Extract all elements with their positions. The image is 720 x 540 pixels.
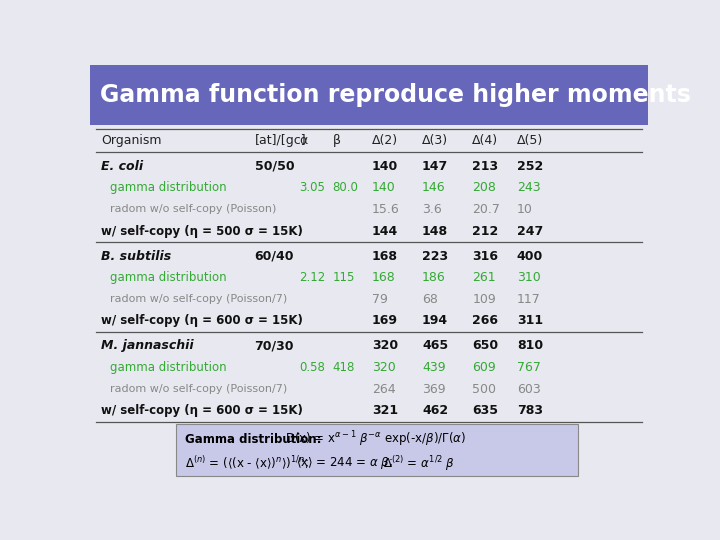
Text: M. jannaschii: M. jannaschii [101,339,194,353]
Text: w/ self-copy (η = 600 σ = 15K): w/ self-copy (η = 600 σ = 15K) [101,314,303,327]
Text: 465: 465 [422,339,448,353]
Text: gamma distribution: gamma distribution [109,361,226,374]
Text: 168: 168 [372,249,397,262]
Text: 144: 144 [372,225,398,238]
Text: 3.05: 3.05 [300,181,325,194]
Text: 140: 140 [372,160,398,173]
Text: 418: 418 [333,361,355,374]
Text: 2.12: 2.12 [300,271,325,284]
Text: 810: 810 [517,339,543,353]
Text: 264: 264 [372,383,395,396]
Text: 146: 146 [422,181,446,194]
Text: 169: 169 [372,314,397,327]
Text: 767: 767 [517,361,541,374]
Text: β: β [333,134,341,147]
Text: radom w/o self-copy (Poisson/7): radom w/o self-copy (Poisson/7) [109,384,287,394]
Text: B. subtilis: B. subtilis [101,249,171,262]
Text: 500: 500 [472,383,496,396]
Text: 400: 400 [517,249,543,262]
Text: Δ(2): Δ(2) [372,134,398,147]
Text: 60/40: 60/40 [255,249,294,262]
Text: 10: 10 [517,203,533,216]
Text: Δ(5): Δ(5) [517,134,543,147]
Text: E. coli: E. coli [101,160,143,173]
Text: Gamma function reproduce higher moments: Gamma function reproduce higher moments [100,83,691,107]
Text: 783: 783 [517,404,543,417]
Text: radom w/o self-copy (Poisson): radom w/o self-copy (Poisson) [109,205,276,214]
Text: 247: 247 [517,225,543,238]
Text: 635: 635 [472,404,498,417]
Text: 311: 311 [517,314,543,327]
Text: $\Delta^{(n)}$ = ($\langle$(x - $\langle$x$\rangle$)$^{n}$$\rangle$)$^{1/n}$;: $\Delta^{(n)}$ = ($\langle$(x - $\langle… [185,455,309,472]
Text: Δ(3): Δ(3) [422,134,448,147]
Text: 186: 186 [422,271,446,284]
Text: 609: 609 [472,361,496,374]
Text: $\Delta^{(2)}$ = $\alpha^{1/2}$ $\beta$: $\Delta^{(2)}$ = $\alpha^{1/2}$ $\beta$ [383,454,455,472]
FancyBboxPatch shape [176,424,578,476]
Text: 194: 194 [422,314,448,327]
Text: 147: 147 [422,160,449,173]
Text: 213: 213 [472,160,498,173]
Text: 79: 79 [372,293,387,306]
FancyBboxPatch shape [90,65,648,125]
Text: 439: 439 [422,361,446,374]
Text: w/ self-copy (η = 500 σ = 15K): w/ self-copy (η = 500 σ = 15K) [101,225,303,238]
Text: 148: 148 [422,225,448,238]
Text: 3.6: 3.6 [422,203,442,216]
Text: Δ(4): Δ(4) [472,134,498,147]
Text: $\langle$x$\rangle$ = 244 = $\alpha$ $\beta$;: $\langle$x$\rangle$ = 244 = $\alpha$ $\b… [297,455,393,471]
Text: α: α [300,134,307,147]
Text: radom w/o self-copy (Poisson/7): radom w/o self-copy (Poisson/7) [109,294,287,305]
Text: 650: 650 [472,339,498,353]
Text: 223: 223 [422,249,448,262]
Text: 320: 320 [372,361,395,374]
Text: 320: 320 [372,339,398,353]
Text: 80.0: 80.0 [333,181,359,194]
Text: 310: 310 [517,271,541,284]
Text: 252: 252 [517,160,543,173]
Text: 20.7: 20.7 [472,203,500,216]
Text: 168: 168 [372,271,395,284]
Text: 0.58: 0.58 [300,361,325,374]
Text: D(x) = x$^{\alpha -1}$ $\beta^{-\alpha}$ exp(-x/$\beta$)/$\Gamma$($\alpha$): D(x) = x$^{\alpha -1}$ $\beta^{-\alpha}$… [285,430,467,449]
Text: 212: 212 [472,225,498,238]
Text: 321: 321 [372,404,398,417]
Text: w/ self-copy (η = 600 σ = 15K): w/ self-copy (η = 600 σ = 15K) [101,404,303,417]
Text: 140: 140 [372,181,395,194]
Text: 462: 462 [422,404,448,417]
Text: [at]/[gc]: [at]/[gc] [255,134,306,147]
Text: 70/30: 70/30 [255,339,294,353]
Text: 243: 243 [517,181,541,194]
Text: 15.6: 15.6 [372,203,400,216]
Text: 261: 261 [472,271,496,284]
Text: Gamma distribution:: Gamma distribution: [185,433,321,446]
Text: 117: 117 [517,293,541,306]
Text: 109: 109 [472,293,496,306]
Text: 316: 316 [472,249,498,262]
Text: gamma distribution: gamma distribution [109,181,226,194]
Text: 603: 603 [517,383,541,396]
Text: 208: 208 [472,181,496,194]
Text: Organism: Organism [101,134,162,147]
Text: 68: 68 [422,293,438,306]
Text: 266: 266 [472,314,498,327]
Text: 115: 115 [333,271,355,284]
Text: 369: 369 [422,383,446,396]
Text: gamma distribution: gamma distribution [109,271,226,284]
Text: 50/50: 50/50 [255,160,294,173]
